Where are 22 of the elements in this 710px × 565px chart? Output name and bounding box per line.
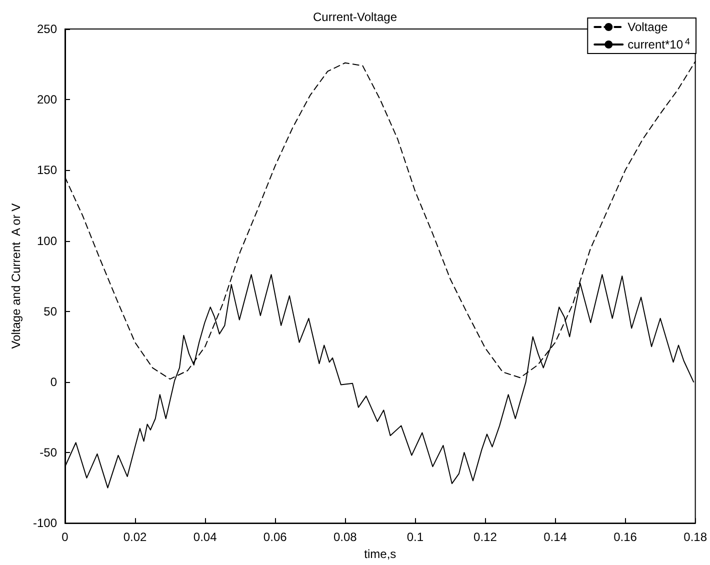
y-tick-label: 250 [36, 22, 58, 36]
x-tick-label: 0.02 [123, 530, 148, 544]
x-tick-label: 0 [62, 530, 69, 544]
x-axis-title: time,s [364, 547, 396, 561]
y-tick-label: 100 [36, 234, 58, 248]
y-axis-title: Voltage and Current A or V [9, 203, 24, 349]
y-tick-label: -100 [32, 516, 58, 530]
x-tick-label: 0.06 [263, 530, 288, 544]
x-tick-label: 0.1 [406, 530, 424, 544]
x-tick-label: 0.16 [614, 530, 638, 544]
legend-label: Voltage [628, 20, 668, 34]
y-tick-label: 200 [36, 92, 58, 107]
y-tick-label: 0 [50, 374, 58, 389]
x-tick-label: 0.12 [474, 530, 498, 544]
x-tick-label: 0.04 [193, 530, 218, 544]
y-tick-label: 50 [44, 304, 58, 318]
x-tick-label: 0.14 [544, 530, 568, 544]
x-tick-label: 0.18 [684, 530, 708, 544]
x-tick-label: 0.08 [333, 530, 358, 544]
y-tick-label: -50 [40, 446, 58, 460]
chart-title: Current-Voltage [312, 10, 398, 24]
y-tick-label: 150 [36, 163, 58, 178]
